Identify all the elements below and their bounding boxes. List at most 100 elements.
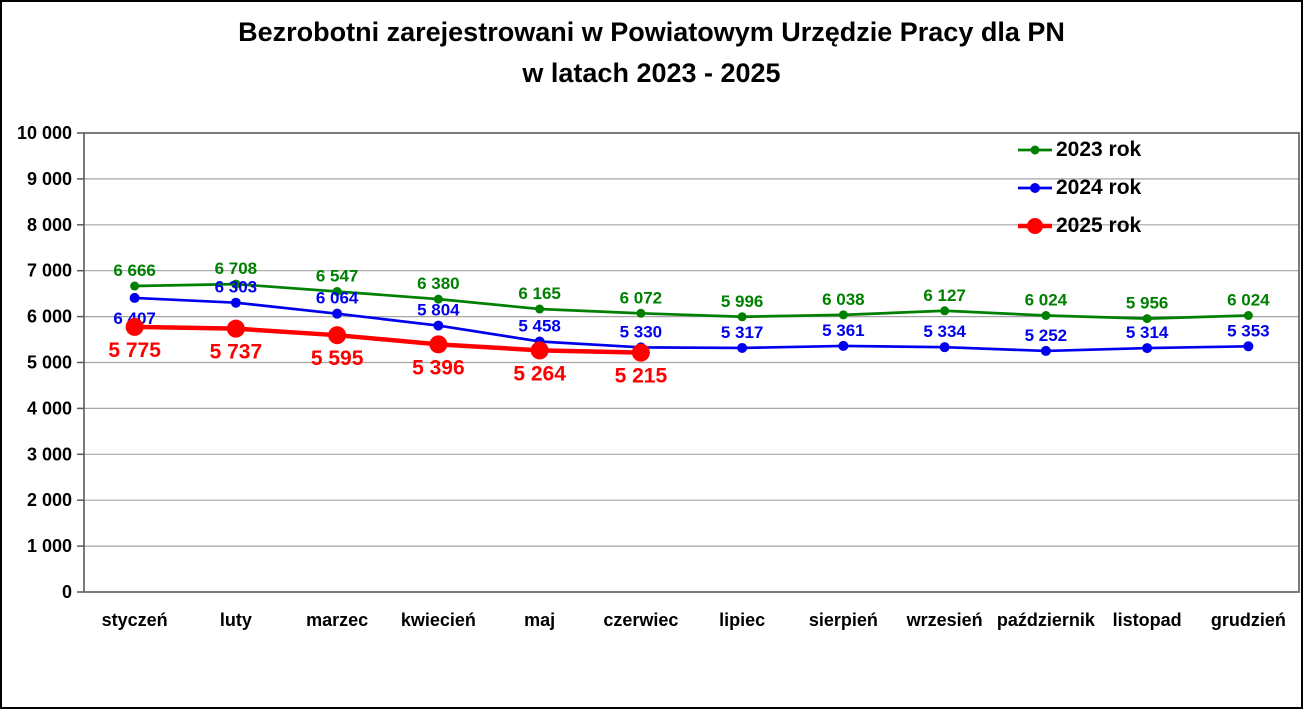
x-axis-label: kwiecień: [401, 610, 476, 630]
data-label-2023-rok: 6 072: [620, 288, 663, 307]
chart-title-line1: Bezrobotni zarejestrowani w Powiatowym U…: [238, 17, 1065, 47]
data-label-2025-rok: 5 264: [513, 362, 566, 385]
legend-label-2023: 2023 rok: [1056, 138, 1142, 161]
data-point-2025-rok: [125, 317, 144, 336]
data-point-2024-rok: [838, 340, 849, 351]
data-point-2023-rok: [838, 310, 848, 320]
plot-border: [83, 132, 1300, 593]
data-label-2023-rok: 6 024: [1025, 290, 1068, 309]
x-axis-label: maj: [524, 610, 555, 630]
data-point-2023-rok: [1142, 314, 1152, 324]
data-label-2025-rok: 5 595: [311, 347, 364, 370]
data-label-2024-rok: 5 317: [721, 323, 764, 342]
legend-item-2024: 2024 rok: [1016, 169, 1141, 207]
data-label-2023-rok: 5 996: [721, 292, 764, 311]
data-label-2023-rok: 6 165: [518, 284, 561, 303]
data-point-2025-rok: [530, 341, 549, 360]
data-label-2023-rok: 6 547: [316, 266, 359, 285]
data-label-2024-rok: 5 314: [1126, 323, 1169, 342]
x-axis-label: listopad: [1113, 610, 1182, 630]
y-tick-label: 10 000: [17, 123, 72, 143]
legend-marker-2024-icon: [1018, 183, 1052, 193]
data-label-2024-rok: 5 334: [923, 322, 966, 341]
data-label-2024-rok: 5 252: [1025, 326, 1068, 345]
y-tick-label: 7 000: [27, 261, 72, 281]
data-label-2024-rok: 5 458: [518, 316, 561, 335]
data-label-2023-rok: 6 380: [417, 274, 460, 293]
y-tick-label: 3 000: [27, 444, 72, 464]
data-point-2025-rok: [631, 343, 650, 362]
data-point-2024-rok: [129, 292, 140, 303]
chart-title-line2: w latach 2023 - 2025: [522, 57, 781, 88]
chart-title: Bezrobotni zarejestrowani w Powiatowym U…: [2, 12, 1301, 93]
data-point-2024-rok: [1040, 345, 1051, 356]
data-point-2023-rok: [636, 308, 646, 318]
x-axis-label: grudzień: [1211, 610, 1286, 630]
y-tick-label: 2 000: [27, 490, 72, 510]
x-axis-label: październik: [997, 610, 1096, 630]
data-label-2023-rok: 6 127: [923, 286, 966, 305]
x-axis-label: czerwiec: [603, 610, 678, 630]
x-axis-label: sierpień: [809, 610, 878, 630]
data-point-2024-rok: [230, 297, 241, 308]
data-label-2024-rok: 5 330: [620, 322, 663, 341]
data-point-2023-rok: [940, 306, 950, 316]
legend-label-2025: 2025 rok: [1056, 214, 1142, 237]
data-point-2023-rok: [231, 279, 241, 289]
series-2023-rok: 6 666 6 708 6 547 6 380 6 165 6 072 5 996 6 038…: [113, 259, 1270, 324]
series-line-2025-rok: [134, 324, 641, 355]
data-point-2024-rok: [1142, 343, 1153, 354]
legend-item-2025: 2025 rok: [1016, 207, 1141, 245]
x-axis-label: marzec: [306, 610, 368, 630]
data-point-2023-rok: [535, 304, 545, 314]
data-label-2025-rok: 5 737: [210, 341, 263, 364]
data-point-2025-rok: [328, 326, 347, 345]
data-point-2024-rok: [737, 342, 748, 353]
x-axis-label: luty: [220, 610, 252, 630]
data-label-2025-rok: 5 775: [108, 339, 161, 362]
data-point-2023-rok: [1041, 310, 1051, 320]
data-point-2023-rok: [332, 286, 342, 296]
data-point-2023-rok: [1243, 310, 1253, 320]
y-tick-label: 0: [62, 582, 72, 602]
data-label-2023-rok: 6 024: [1227, 290, 1270, 309]
data-point-2024-rok: [433, 320, 444, 331]
data-point-2024-rok: [1243, 341, 1254, 352]
data-label-2023-rok: 6 666: [113, 261, 156, 280]
data-point-2023-rok: [130, 281, 140, 291]
x-axis-label: wrzesień: [906, 610, 983, 630]
data-label-2024-rok: 5 804: [417, 301, 460, 320]
x-axis-label: lipiec: [719, 610, 765, 630]
y-tick-label: 5 000: [27, 353, 72, 373]
data-label-2023-rok: 6 708: [215, 259, 258, 278]
data-point-2023-rok: [433, 294, 443, 304]
legend: 2023 rok 2024 rok 2025 rok: [1016, 131, 1141, 245]
data-label-2024-rok: 6 303: [215, 278, 258, 297]
y-tick-label: 8 000: [27, 215, 72, 235]
y-tick-label: 6 000: [27, 307, 72, 327]
data-point-2024-rok: [332, 308, 343, 319]
data-label-2024-rok: 5 353: [1227, 321, 1270, 340]
data-point-2025-rok: [226, 319, 245, 338]
legend-marker-2025-icon: [1018, 218, 1052, 234]
legend-label-2024: 2024 rok: [1056, 176, 1142, 199]
series-line-2023-rok: [134, 282, 1249, 320]
data-point-2025-rok: [429, 335, 448, 354]
data-label-2024-rok: 6 064: [316, 289, 359, 308]
legend-item-2023: 2023 rok: [1016, 131, 1141, 169]
data-label-2024-rok: 5 361: [822, 321, 865, 340]
y-tick-label: 4 000: [27, 398, 72, 418]
series-2025-rok: 5 775 5 737 5 595 5 396 5 264 5 215: [108, 317, 668, 388]
series-line-2024-rok: [134, 296, 1249, 353]
data-point-2024-rok: [939, 342, 950, 353]
data-label-2025-rok: 5 215: [615, 365, 668, 388]
data-point-2023-rok: [737, 312, 747, 322]
data-label-2025-rok: 5 396: [412, 356, 465, 379]
x-axis-label: styczeń: [102, 610, 168, 630]
data-label-2023-rok: 6 038: [822, 290, 865, 309]
legend-marker-2023-icon: [1018, 145, 1052, 155]
data-label-2023-rok: 5 956: [1126, 294, 1169, 313]
